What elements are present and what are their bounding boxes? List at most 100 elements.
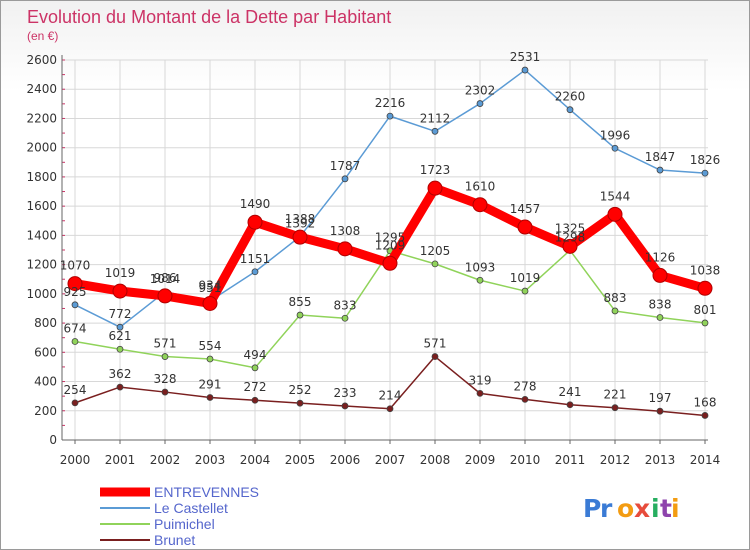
x-tick-label: 2005 — [285, 453, 316, 467]
x-tick-label: 2004 — [240, 453, 271, 467]
data-point — [562, 238, 578, 254]
data-label: 1490 — [240, 197, 271, 211]
y-tick-label: 400 — [34, 375, 57, 389]
data-point — [701, 169, 709, 177]
data-label: 571 — [154, 337, 177, 351]
y-tick-label: 200 — [34, 404, 57, 418]
data-point — [517, 219, 533, 235]
x-tick-label: 2008 — [420, 453, 451, 467]
data-label: 1019 — [105, 266, 136, 280]
data-point — [206, 355, 214, 363]
data-label: 221 — [604, 388, 627, 402]
x-tick-label: 2002 — [150, 453, 181, 467]
data-point — [431, 260, 439, 268]
data-point — [476, 276, 484, 284]
data-label: 1392 — [285, 217, 316, 231]
data-point — [472, 197, 488, 213]
data-label: 2216 — [375, 96, 406, 110]
data-point — [157, 288, 173, 304]
data-label: 214 — [379, 389, 402, 403]
x-tick-label: 2009 — [465, 453, 496, 467]
data-label: 1847 — [645, 150, 676, 164]
data-label: 2531 — [510, 50, 541, 64]
data-point — [521, 66, 529, 74]
data-point — [296, 399, 304, 407]
data-point — [656, 407, 664, 415]
data-label: 1205 — [420, 244, 451, 258]
x-tick-label: 2011 — [555, 453, 586, 467]
x-tick-label: 2010 — [510, 453, 541, 467]
data-point — [656, 314, 664, 321]
chart-title: Evolution du Montant de la Dette par Hab… — [27, 7, 391, 27]
data-point — [656, 166, 664, 174]
data-label: 1014 — [150, 272, 181, 286]
data-point — [341, 314, 349, 322]
data-label: 1826 — [690, 153, 721, 167]
y-tick-label: 2000 — [26, 141, 57, 155]
data-point — [476, 389, 484, 397]
data-point — [337, 241, 353, 257]
data-label: 1298 — [555, 230, 586, 244]
data-label: 571 — [424, 337, 447, 351]
x-tick-label: 2003 — [195, 453, 226, 467]
legend-label: ENTREVENNES — [154, 484, 259, 500]
data-label: 883 — [604, 291, 627, 305]
y-tick-label: 600 — [34, 345, 57, 359]
data-label: 494 — [244, 348, 267, 362]
axes: 0 200 400 600 800 1000 1200 1400 1600 1800 2000 220… — [26, 53, 720, 467]
data-point — [607, 206, 623, 222]
data-point — [116, 323, 124, 331]
data-label: 1019 — [510, 271, 541, 285]
data-label: 197 — [649, 391, 672, 405]
data-label: 319 — [469, 373, 492, 387]
logo-letter: x — [634, 494, 650, 523]
data-label: 1996 — [600, 128, 631, 142]
data-point — [71, 399, 79, 407]
data-label: 925 — [64, 285, 87, 299]
data-point — [341, 175, 349, 183]
x-tick-label: 2013 — [645, 453, 676, 467]
y-tick-label: 1400 — [26, 228, 57, 242]
data-label: 855 — [289, 295, 312, 309]
data-point — [296, 311, 304, 319]
data-label: 1325 — [555, 221, 586, 235]
x-tick-label: 2000 — [60, 453, 91, 467]
x-tick-label: 2007 — [375, 453, 406, 467]
data-label: 291 — [199, 377, 222, 391]
data-label: 1038 — [690, 263, 721, 277]
data-label: 272 — [244, 380, 267, 394]
data-labels: 1070 1019 986 934 1490 1388 1308 1209 1723 1610 14… — [60, 50, 721, 409]
data-label: 1544 — [600, 189, 631, 203]
data-point — [206, 394, 214, 401]
data-point — [697, 280, 713, 296]
data-point — [701, 319, 709, 327]
data-point — [431, 353, 439, 360]
data-point — [386, 112, 394, 120]
legend-label: Brunet — [154, 532, 195, 548]
data-point — [341, 402, 349, 410]
data-point — [427, 180, 443, 196]
data-point — [386, 405, 394, 413]
data-label: 801 — [694, 303, 717, 317]
data-point — [202, 295, 218, 311]
data-point — [521, 287, 529, 295]
data-label: 2302 — [465, 84, 496, 98]
data-label: 1308 — [330, 224, 361, 238]
logo-letter: o — [617, 494, 634, 523]
data-point — [116, 345, 124, 353]
x-tick-label: 2012 — [600, 453, 631, 467]
proxiti-logo: Pr o x i t i — [583, 494, 680, 523]
data-label: 1209 — [375, 238, 406, 252]
data-point — [292, 229, 308, 245]
data-point — [71, 301, 79, 309]
y-tick-label: 1800 — [26, 170, 57, 184]
x-tick-label: 2006 — [330, 453, 361, 467]
data-label: 1457 — [510, 202, 541, 216]
data-point — [566, 106, 574, 114]
y-tick-label: 0 — [49, 433, 57, 447]
data-point — [247, 214, 263, 230]
legend-label: Le Castellet — [154, 500, 228, 516]
